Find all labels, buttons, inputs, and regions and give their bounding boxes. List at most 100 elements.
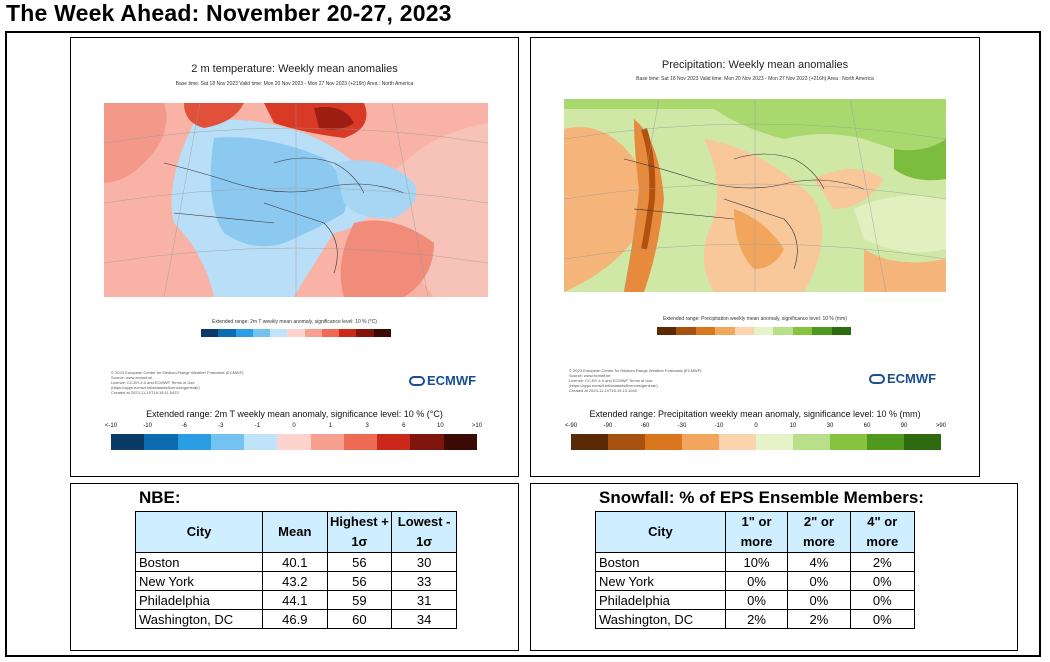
- colorbar-swatch: [177, 434, 211, 450]
- table-cell: Philadelphia: [595, 590, 726, 610]
- table-cell: 0%: [849, 571, 916, 591]
- temperature-anomaly-map: [104, 103, 488, 297]
- column-header: Mean: [262, 511, 328, 553]
- colorbar-swatch: [773, 327, 793, 335]
- colorbar-swatch: [304, 329, 322, 337]
- colorbar-swatch: [719, 434, 756, 450]
- precip-map-subtitle: Base time: Sat 18 Nov 2023 Valid time: M…: [636, 76, 874, 82]
- precipitation-map-panel: Precipitation: Weekly mean anomalies Bas…: [530, 37, 980, 477]
- colorbar-swatch: [571, 434, 608, 450]
- credit-line: Licence: CC-BY-4.0 and ECMWF Terms of Us…: [569, 378, 658, 388]
- table-cell: Boston: [595, 552, 726, 572]
- colorbar-tick-label: 30: [826, 423, 834, 429]
- colorbar-swatch: [410, 434, 444, 450]
- table-cell: Boston: [134, 552, 264, 572]
- table-row: Philadelphia 0% 0% 0%: [595, 590, 916, 610]
- colorbar-swatch: [831, 327, 852, 335]
- credit-line: Source: www.ecmwf.int: [569, 373, 611, 378]
- colorbar-swatch: [111, 434, 145, 450]
- table-row: New York 43.2 56 33: [134, 571, 457, 591]
- precip-map-title: Precipitation: Weekly mean anomalies: [661, 59, 849, 71]
- colorbar-swatch: [715, 327, 735, 335]
- temp-credits: © 2023 European Centre for Medium-Range …: [111, 370, 261, 395]
- colorbar-swatch: [657, 327, 677, 335]
- table-cell: 44.1: [262, 590, 328, 610]
- column-header: City: [134, 511, 264, 553]
- colorbar-tick-label: -90: [603, 423, 613, 429]
- ecmwf-logo-icon: [409, 376, 425, 386]
- colorbar-tick-label: -60: [640, 423, 650, 429]
- colorbar-swatch: [377, 434, 411, 450]
- colorbar-swatch: [356, 329, 374, 337]
- colorbar-tick-label: -1: [254, 423, 261, 429]
- column-header: 1" or more: [724, 511, 789, 553]
- table-cell: 10%: [724, 552, 789, 572]
- nbe-table: City Mean Highest + 1σ Lowest - 1σ Bosto…: [134, 511, 457, 629]
- credit-line: © 2023 European Centre for Medium-Range …: [111, 370, 244, 375]
- table-cell: 56: [326, 552, 393, 572]
- colorbar-tick-label: <-90: [564, 423, 578, 429]
- table-cell: New York: [134, 571, 264, 591]
- table-cell: Philadelphia: [134, 590, 264, 610]
- colorbar-tick-label: -10: [143, 423, 152, 429]
- table-cell: 43.2: [262, 571, 328, 591]
- colorbar-tick-label: -6: [181, 423, 187, 429]
- colorbar-swatch: [218, 329, 236, 337]
- colorbar-swatch: [756, 434, 793, 450]
- table-cell: 0%: [849, 609, 916, 629]
- column-header: Lowest - 1σ: [391, 511, 457, 553]
- column-header: 2" or more: [787, 511, 851, 553]
- colorbar-swatch: [310, 434, 344, 450]
- snowfall-table: City 1" or more 2" or more 4" or more Bo…: [595, 511, 916, 629]
- colorbar-tick-label: >10: [471, 423, 483, 429]
- ecmwf-logo: ECMWF: [409, 373, 476, 388]
- colorbar-swatch: [144, 434, 178, 450]
- table-cell: 34: [391, 609, 457, 629]
- colorbar-tick-label: >90: [935, 423, 947, 429]
- colorbar-tick-label: 0: [292, 423, 296, 429]
- colorbar-tick-label: -3: [218, 423, 224, 429]
- colorbar-swatch: [830, 434, 867, 450]
- outer-frame: [5, 31, 1041, 657]
- colorbar-tick-label: 0: [754, 423, 758, 429]
- colorbar-swatch: [287, 329, 305, 337]
- colorbar-swatch: [793, 434, 830, 450]
- credit-line: Source: www.ecmwf.int: [111, 375, 153, 380]
- precip-colorbar-title: Extended range: Precipitation weekly mea…: [589, 409, 921, 419]
- colorbar-swatch: [682, 434, 719, 450]
- colorbar-swatch: [867, 434, 904, 450]
- ecmwf-logo-text: ECMWF: [427, 373, 477, 388]
- colorbar-tick-label: 1: [328, 423, 333, 429]
- precip-credits: © 2023 European Centre for Medium-Range …: [569, 368, 719, 393]
- temp-colorbar: [111, 434, 477, 450]
- colorbar-tick-label: 3: [365, 423, 369, 429]
- colorbar-swatch: [904, 434, 941, 450]
- table-cell: 0%: [787, 590, 851, 610]
- table-cell: 4%: [787, 552, 851, 572]
- temp-small-colorbar: [201, 329, 391, 337]
- temperature-map-panel: 2 m temperature: Weekly mean anomalies B…: [70, 37, 519, 477]
- table-cell: Washington, DC: [595, 609, 726, 629]
- precip-small-colorbar: [657, 327, 852, 335]
- colorbar-tick-label: 10: [789, 423, 797, 429]
- colorbar-swatch: [343, 434, 378, 450]
- colorbar-swatch: [754, 327, 774, 335]
- colorbar-swatch: [373, 329, 391, 337]
- table-cell: 2%: [849, 552, 916, 572]
- colorbar-tick-label: 90: [900, 423, 908, 429]
- table-cell: 33: [391, 571, 457, 591]
- column-header: City: [595, 511, 726, 553]
- credit-line: © 2023 European Centre for Medium-Range …: [569, 368, 702, 373]
- table-cell: 30: [391, 552, 457, 572]
- colorbar-swatch: [443, 434, 477, 450]
- colorbar-swatch: [210, 434, 245, 450]
- temp-map-subtitle: Base time: Sat 18 Nov 2023 Valid time: M…: [175, 81, 414, 87]
- table-cell: 46.9: [262, 609, 328, 629]
- table-cell: 2%: [787, 609, 851, 629]
- colorbar-tick-label: <-10: [104, 423, 118, 429]
- table-cell: 0%: [787, 571, 851, 591]
- precipitation-anomaly-map: [564, 99, 946, 292]
- colorbar-swatch: [645, 434, 682, 450]
- colorbar-swatch: [695, 327, 716, 335]
- colorbar-swatch: [676, 327, 696, 335]
